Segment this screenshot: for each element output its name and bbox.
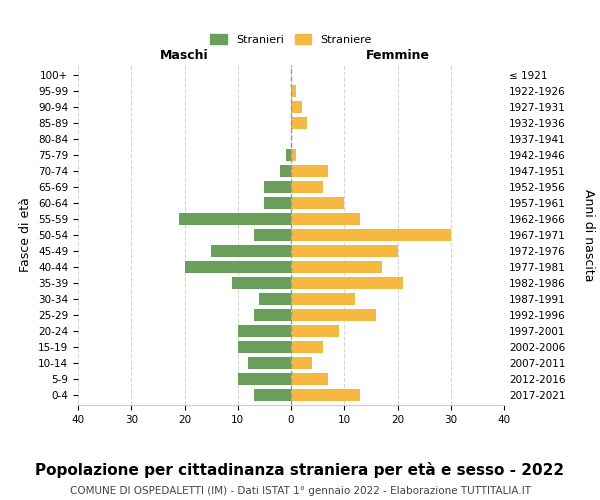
Bar — [179, 213, 291, 225]
Bar — [254, 229, 291, 241]
Bar — [291, 309, 376, 321]
Bar — [291, 100, 302, 112]
Bar — [291, 197, 344, 209]
Text: Femmine: Femmine — [365, 48, 430, 62]
Bar — [291, 149, 296, 161]
Text: Popolazione per cittadinanza straniera per età e sesso - 2022: Popolazione per cittadinanza straniera p… — [35, 462, 565, 478]
Bar — [291, 245, 398, 257]
Bar — [265, 197, 291, 209]
Bar — [291, 374, 328, 386]
Text: Maschi: Maschi — [160, 48, 209, 62]
Bar — [291, 181, 323, 193]
Bar — [185, 261, 291, 273]
Bar — [286, 149, 291, 161]
Text: COMUNE DI OSPEDALETTI (IM) - Dati ISTAT 1° gennaio 2022 - Elaborazione TUTTITALI: COMUNE DI OSPEDALETTI (IM) - Dati ISTAT … — [70, 486, 530, 496]
Bar — [248, 358, 291, 370]
Bar — [291, 84, 296, 96]
Bar — [238, 374, 291, 386]
Bar — [238, 341, 291, 353]
Bar — [291, 116, 307, 128]
Bar — [238, 325, 291, 337]
Bar — [265, 181, 291, 193]
Bar — [291, 213, 360, 225]
Bar — [280, 165, 291, 177]
Bar — [254, 309, 291, 321]
Bar — [291, 293, 355, 305]
Bar — [232, 277, 291, 289]
Bar — [291, 229, 451, 241]
Y-axis label: Fasce di età: Fasce di età — [19, 198, 32, 272]
Bar — [291, 261, 382, 273]
Bar — [211, 245, 291, 257]
Bar — [291, 390, 360, 402]
Bar — [259, 293, 291, 305]
Legend: Stranieri, Straniere: Stranieri, Straniere — [206, 30, 376, 50]
Bar — [291, 341, 323, 353]
Bar — [291, 358, 313, 370]
Bar — [291, 325, 339, 337]
Bar — [291, 277, 403, 289]
Y-axis label: Anni di nascita: Anni di nascita — [582, 188, 595, 281]
Bar — [254, 390, 291, 402]
Bar — [291, 165, 328, 177]
